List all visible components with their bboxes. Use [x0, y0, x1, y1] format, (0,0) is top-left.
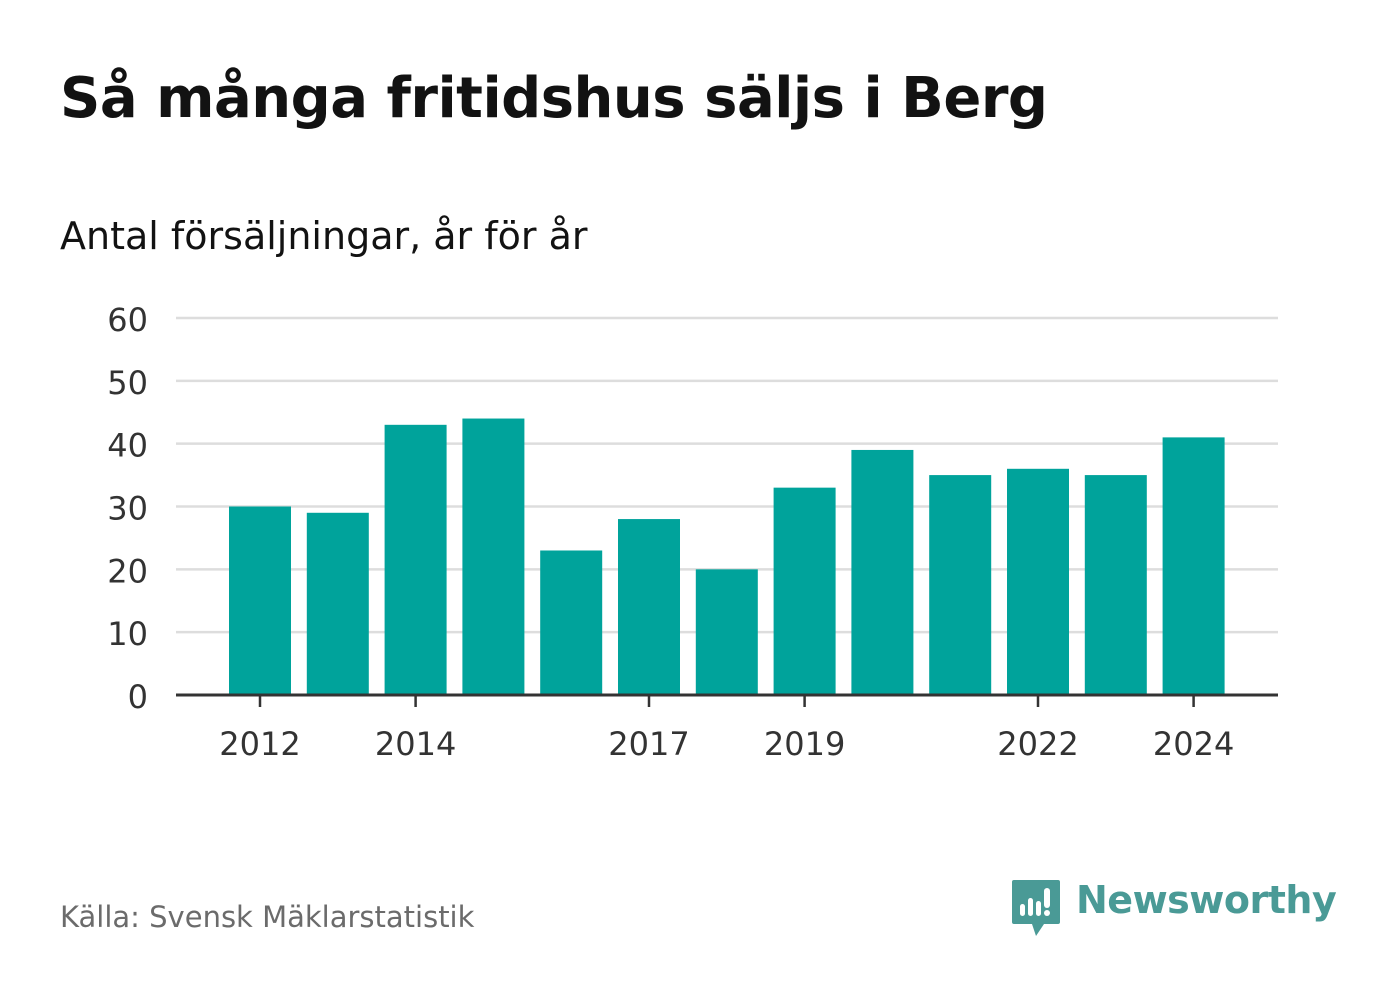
- newsworthy-logo-icon: [1012, 880, 1060, 936]
- chart-subtitle: Antal försäljningar, år för år: [60, 214, 588, 258]
- y-tick-label: 50: [107, 364, 148, 402]
- bar-2019: [773, 487, 836, 695]
- bar-2017: [618, 519, 680, 695]
- x-tick-label: 2012: [219, 725, 300, 763]
- y-tick-label: 60: [107, 301, 148, 339]
- bar-2023: [1084, 475, 1147, 695]
- bar-2021: [929, 475, 992, 695]
- y-tick-label: 40: [107, 427, 148, 465]
- bar-2024: [1162, 437, 1225, 695]
- y-tick-label: 0: [128, 678, 148, 716]
- x-tick-label: 2024: [1153, 725, 1234, 763]
- bar-2012: [229, 506, 291, 695]
- x-tick-label: 2017: [608, 725, 689, 763]
- y-tick-label: 20: [107, 552, 148, 590]
- bar-2016: [540, 550, 603, 695]
- brand-name: Newsworthy: [1076, 878, 1337, 922]
- bar-2020: [851, 449, 914, 695]
- x-tick-label: 2022: [997, 725, 1078, 763]
- chart-title: Så många fritidshus säljs i Berg: [60, 66, 1048, 131]
- y-tick-label: 10: [107, 615, 148, 653]
- x-tick-label: 2014: [375, 725, 456, 763]
- x-tick-label: 2019: [764, 725, 845, 763]
- bar-2022: [1007, 468, 1069, 695]
- bar-2018: [695, 569, 758, 695]
- y-tick-label: 30: [107, 490, 148, 528]
- y-axis-ticks: 0 10 20 30 40 50 60: [107, 301, 148, 716]
- brand-logo[interactable]: Newsworthy: [1010, 878, 1337, 942]
- bar-2015: [462, 418, 525, 695]
- bar-2014: [384, 424, 447, 695]
- source-note: Källa: Svensk Mäklarstatistik: [60, 900, 475, 934]
- bars: [229, 418, 1225, 695]
- bar-2013: [306, 512, 369, 695]
- x-axis: 2012 2014 2017 2019 2022 2024: [176, 693, 1278, 763]
